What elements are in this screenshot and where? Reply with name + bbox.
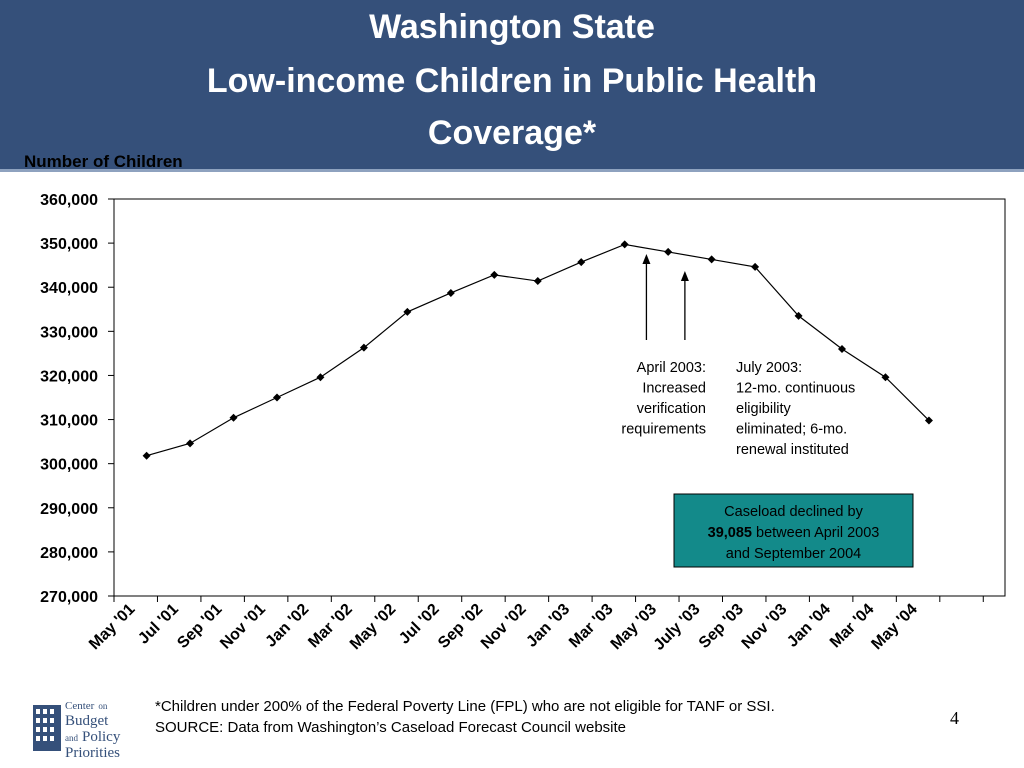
logo-word-budget: Budget: [65, 713, 109, 729]
logo-word-on: on: [98, 701, 108, 711]
data-point: [186, 439, 195, 448]
annotation-july-text: eliminated; 6-mo.: [736, 422, 847, 438]
annotation-april-text: requirements: [621, 422, 706, 438]
x-tick-label: May '02: [347, 601, 400, 654]
logo-word-policy: Policy: [82, 729, 121, 745]
page-number: 4: [950, 708, 959, 728]
caseload-line-chart: 270,000 280,000 290,000 300,000 310,000 320,0…: [40, 192, 1006, 654]
data-point: [881, 373, 890, 382]
x-tick-label: Jan '02: [262, 601, 312, 651]
x-tick-label: Nov '01: [217, 601, 269, 653]
x-tick-label: May '03: [608, 601, 661, 654]
callout-line-2-rest: between April 2003: [752, 525, 879, 541]
y-tick-label: 320,000: [40, 368, 98, 385]
data-point: [490, 270, 499, 279]
x-tick-label: May '01: [86, 601, 139, 654]
x-tick-label: Sep '02: [435, 601, 486, 652]
data-point: [229, 413, 238, 422]
y-tick-label: 310,000: [40, 413, 98, 430]
annotation-april-text: Increased: [642, 381, 706, 397]
data-point: [533, 277, 542, 286]
logo-word-and: and: [65, 733, 78, 743]
data-point: [707, 255, 716, 264]
data-point: [924, 416, 933, 425]
annotation-july-text: July 2003:: [736, 360, 802, 376]
y-tick-label: 270,000: [40, 589, 98, 606]
annotation-july-text: 12-mo. continuous: [736, 381, 855, 397]
y-tick-label: 360,000: [40, 192, 98, 209]
annotation-july-text: eligibility: [736, 401, 792, 417]
callout-line-1: Caseload declined by: [724, 504, 863, 520]
data-point: [838, 344, 847, 353]
title-bar: Washington State Low-income Children in …: [0, 0, 1024, 172]
callout-decline-value: 39,085: [708, 525, 752, 541]
data-point: [272, 393, 281, 402]
logo-building-icon: [33, 705, 61, 751]
x-tick-label: Sep '03: [696, 601, 747, 652]
annotation-arrowhead-july: [680, 271, 689, 281]
y-tick-label: 340,000: [40, 280, 98, 297]
annotation-july-text: renewal instituted: [736, 442, 849, 458]
callout-line-3: and September 2004: [726, 546, 861, 562]
x-tick-label: Sep '01: [174, 601, 225, 652]
data-point: [316, 373, 325, 382]
slide-title-line-2: Low-income Children in Public Health: [206, 62, 818, 100]
data-point: [142, 451, 151, 460]
slide-title-line-1: Washington State: [369, 8, 655, 46]
slide-title-line-3: Coverage*: [427, 114, 597, 152]
x-tick-label: July '03: [651, 601, 704, 654]
data-point: [794, 311, 803, 320]
annotation-arrowhead-april: [642, 254, 651, 264]
data-point: [664, 247, 673, 256]
source-note: SOURCE: Data from Washington’s Caseload …: [155, 719, 627, 736]
x-tick-label: May '04: [868, 601, 921, 654]
data-point: [751, 262, 760, 271]
annotation-april-text: verification: [637, 401, 706, 417]
caseload-callout-box: [673, 493, 914, 568]
data-point: [446, 288, 455, 297]
callout-line-2: 39,085 between April 2003: [708, 525, 880, 541]
y-tick-label: 280,000: [40, 545, 98, 562]
y-tick-label: 330,000: [40, 324, 98, 341]
footnote: *Children under 200% of the Federal Pove…: [155, 698, 775, 715]
y-axis-title: Number of Children: [24, 152, 183, 171]
data-point: [403, 307, 412, 316]
logo-word-priorities: Priorities: [65, 745, 120, 761]
cbpp-logo: Center on Budget and Policy Priorities: [33, 697, 133, 761]
y-tick-label: 300,000: [40, 457, 98, 474]
y-tick-label: 350,000: [40, 236, 98, 253]
data-point: [577, 258, 586, 267]
logo-text: Center on Budget and Policy Priorities: [65, 697, 120, 761]
annotation-april-text: April 2003:: [637, 360, 706, 376]
x-tick-label: Jan '03: [523, 601, 573, 651]
y-tick-label: 290,000: [40, 501, 98, 518]
plot-area: [113, 198, 1006, 597]
logo-word-center: Center: [65, 700, 95, 712]
data-point: [359, 343, 368, 352]
x-tick-label: Jan '04: [784, 601, 834, 651]
x-tick-label: Nov '03: [739, 601, 791, 653]
data-point: [620, 240, 629, 249]
x-tick-label: Nov '02: [478, 601, 530, 653]
